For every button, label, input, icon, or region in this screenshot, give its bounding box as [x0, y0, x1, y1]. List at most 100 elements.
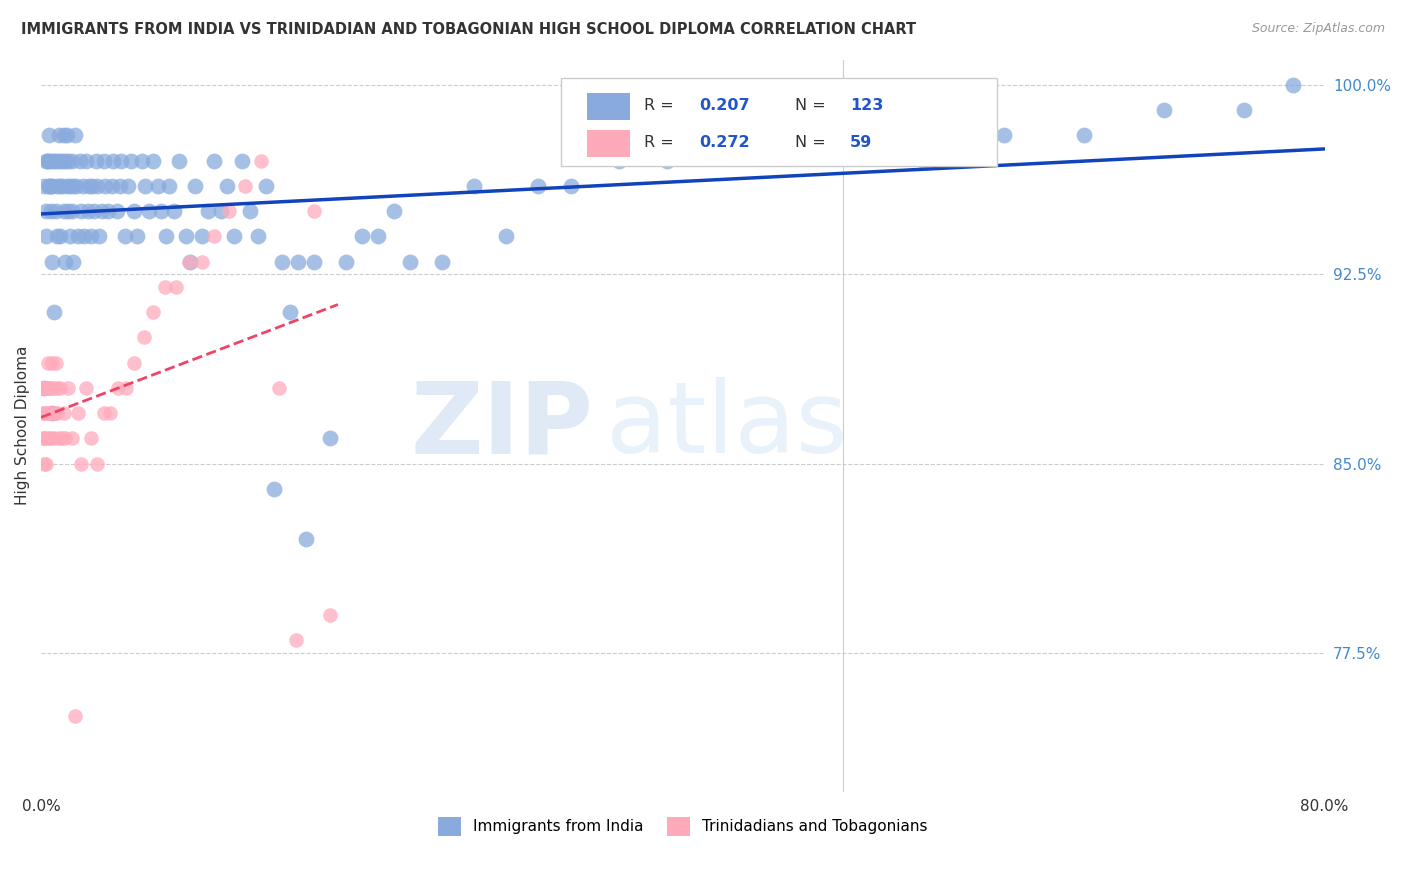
Point	[53, 254, 76, 268]
Text: ZIP: ZIP	[411, 377, 593, 475]
Point	[41, 178, 63, 193]
Point	[267, 381, 290, 395]
Point	[83, 204, 105, 219]
Point	[1233, 103, 1256, 117]
Point	[59, 229, 82, 244]
Point	[432, 254, 454, 268]
Point	[495, 229, 517, 244]
Y-axis label: High School Diploma: High School Diploma	[15, 346, 30, 506]
Point	[190, 254, 212, 268]
Point	[46, 381, 69, 395]
Point	[49, 381, 72, 395]
Point	[335, 254, 357, 268]
Point	[202, 153, 225, 168]
Point	[46, 406, 69, 420]
Point	[39, 178, 62, 193]
Point	[98, 406, 121, 420]
Point	[142, 153, 165, 168]
Point	[107, 381, 129, 395]
Point	[45, 204, 67, 219]
Point	[34, 457, 56, 471]
Point	[51, 431, 73, 445]
Point	[31, 406, 53, 420]
Point	[105, 204, 128, 219]
Point	[768, 128, 790, 143]
Point	[80, 431, 103, 445]
Point	[35, 431, 58, 445]
Point	[42, 381, 65, 395]
Point	[87, 229, 110, 244]
Point	[35, 229, 58, 244]
Point	[117, 178, 139, 193]
Point	[527, 178, 550, 193]
Point	[49, 178, 72, 193]
Legend: Immigrants from India, Trinidadians and Tobagonians: Immigrants from India, Trinidadians and …	[439, 817, 928, 836]
Text: 59: 59	[849, 135, 872, 150]
Point	[367, 229, 389, 244]
Point	[285, 633, 308, 648]
Point	[319, 608, 342, 623]
FancyBboxPatch shape	[561, 78, 997, 166]
Text: IMMIGRANTS FROM INDIA VS TRINIDADIAN AND TOBAGONIAN HIGH SCHOOL DIPLOMA CORRELAT: IMMIGRANTS FROM INDIA VS TRINIDADIAN AND…	[21, 22, 917, 37]
Point	[108, 178, 131, 193]
Text: N =: N =	[794, 98, 831, 113]
Point	[114, 229, 136, 244]
Point	[350, 229, 373, 244]
Point	[70, 204, 93, 219]
Point	[59, 178, 82, 193]
Point	[122, 356, 145, 370]
Point	[65, 178, 87, 193]
Point	[179, 254, 201, 268]
Point	[38, 406, 60, 420]
Point	[60, 204, 83, 219]
Point	[120, 153, 142, 168]
Point	[655, 153, 678, 168]
Point	[1153, 103, 1175, 117]
Text: R =: R =	[644, 135, 679, 150]
Point	[86, 178, 108, 193]
Point	[58, 381, 80, 395]
Point	[39, 153, 62, 168]
Point	[41, 356, 63, 370]
Point	[41, 406, 63, 420]
Point	[209, 204, 232, 219]
Point	[263, 482, 285, 496]
Point	[77, 178, 100, 193]
Point	[37, 153, 59, 168]
Point	[231, 153, 253, 168]
Text: Source: ZipAtlas.com: Source: ZipAtlas.com	[1251, 22, 1385, 36]
Point	[150, 204, 173, 219]
Point	[138, 204, 160, 219]
Point	[39, 431, 62, 445]
Point	[75, 381, 97, 395]
Point	[60, 153, 83, 168]
Point	[48, 153, 70, 168]
Point	[51, 153, 73, 168]
Point	[62, 178, 84, 193]
Point	[38, 178, 60, 193]
Point	[463, 178, 485, 193]
Point	[66, 229, 89, 244]
Point	[35, 153, 58, 168]
Point	[222, 229, 245, 244]
Text: 0.272: 0.272	[700, 135, 751, 150]
Point	[34, 178, 56, 193]
Point	[993, 128, 1015, 143]
Point	[110, 153, 132, 168]
Point	[86, 457, 108, 471]
Point	[246, 229, 269, 244]
Point	[38, 381, 60, 395]
Point	[63, 128, 86, 143]
Point	[233, 178, 256, 193]
Point	[38, 431, 60, 445]
FancyBboxPatch shape	[586, 94, 630, 120]
Point	[73, 229, 96, 244]
Point	[1073, 128, 1095, 143]
Point	[51, 178, 73, 193]
Point	[127, 229, 149, 244]
Point	[319, 431, 342, 445]
Point	[103, 153, 125, 168]
Point	[37, 406, 59, 420]
Point	[148, 178, 170, 193]
Point	[37, 356, 59, 370]
